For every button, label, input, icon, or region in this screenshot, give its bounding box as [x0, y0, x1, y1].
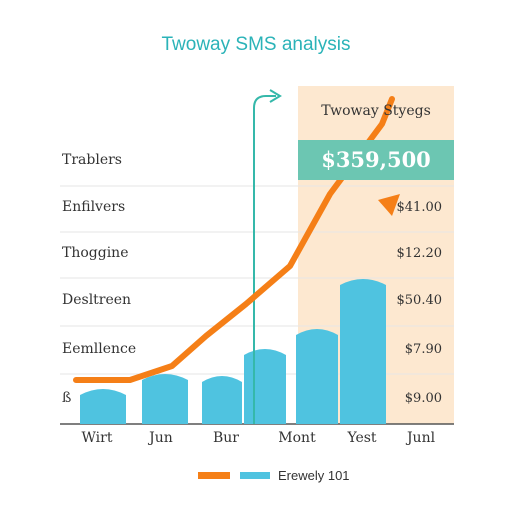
legend-swatch-bar: [240, 472, 270, 479]
bar: [340, 279, 386, 424]
row-label: Thoggine: [62, 245, 129, 261]
value-label: $12.20: [396, 246, 443, 261]
bar: [142, 374, 188, 424]
row-label: ß: [62, 390, 72, 406]
trend-arrowhead: [378, 194, 400, 216]
value-label: $41.00: [396, 200, 443, 215]
row-label: Enfilvers: [62, 199, 126, 215]
x-tick-label: Yest: [347, 430, 377, 446]
chart-title: Twoway SMS analysis: [161, 34, 351, 55]
value-label: $7.90: [404, 342, 442, 357]
value-label: $50.40: [396, 293, 443, 308]
bar: [202, 376, 242, 424]
bars-group: [80, 279, 386, 424]
row-label: Desltreen: [62, 292, 132, 308]
row-label: Eemllence: [62, 341, 137, 357]
panel-header: Twoway Styegs: [321, 103, 431, 119]
x-tick-label: Mont: [278, 430, 316, 446]
bar: [244, 349, 286, 424]
x-tick-label: Bur: [213, 430, 239, 446]
x-tick-label: Jun: [149, 430, 173, 446]
teal-arrowhead: [269, 89, 282, 103]
x-tick-label: Junl: [406, 430, 436, 446]
highlight-value: $359,500: [298, 140, 454, 180]
row-label: Trablers: [62, 152, 122, 168]
x-tick-label: Wirt: [81, 430, 113, 446]
bar: [80, 389, 126, 424]
legend-swatch-line: [198, 472, 230, 479]
bar: [296, 329, 338, 424]
legend-label: Erewely 101: [278, 468, 350, 483]
teal-arrow: [253, 95, 276, 424]
value-label: $9.00: [404, 391, 442, 406]
